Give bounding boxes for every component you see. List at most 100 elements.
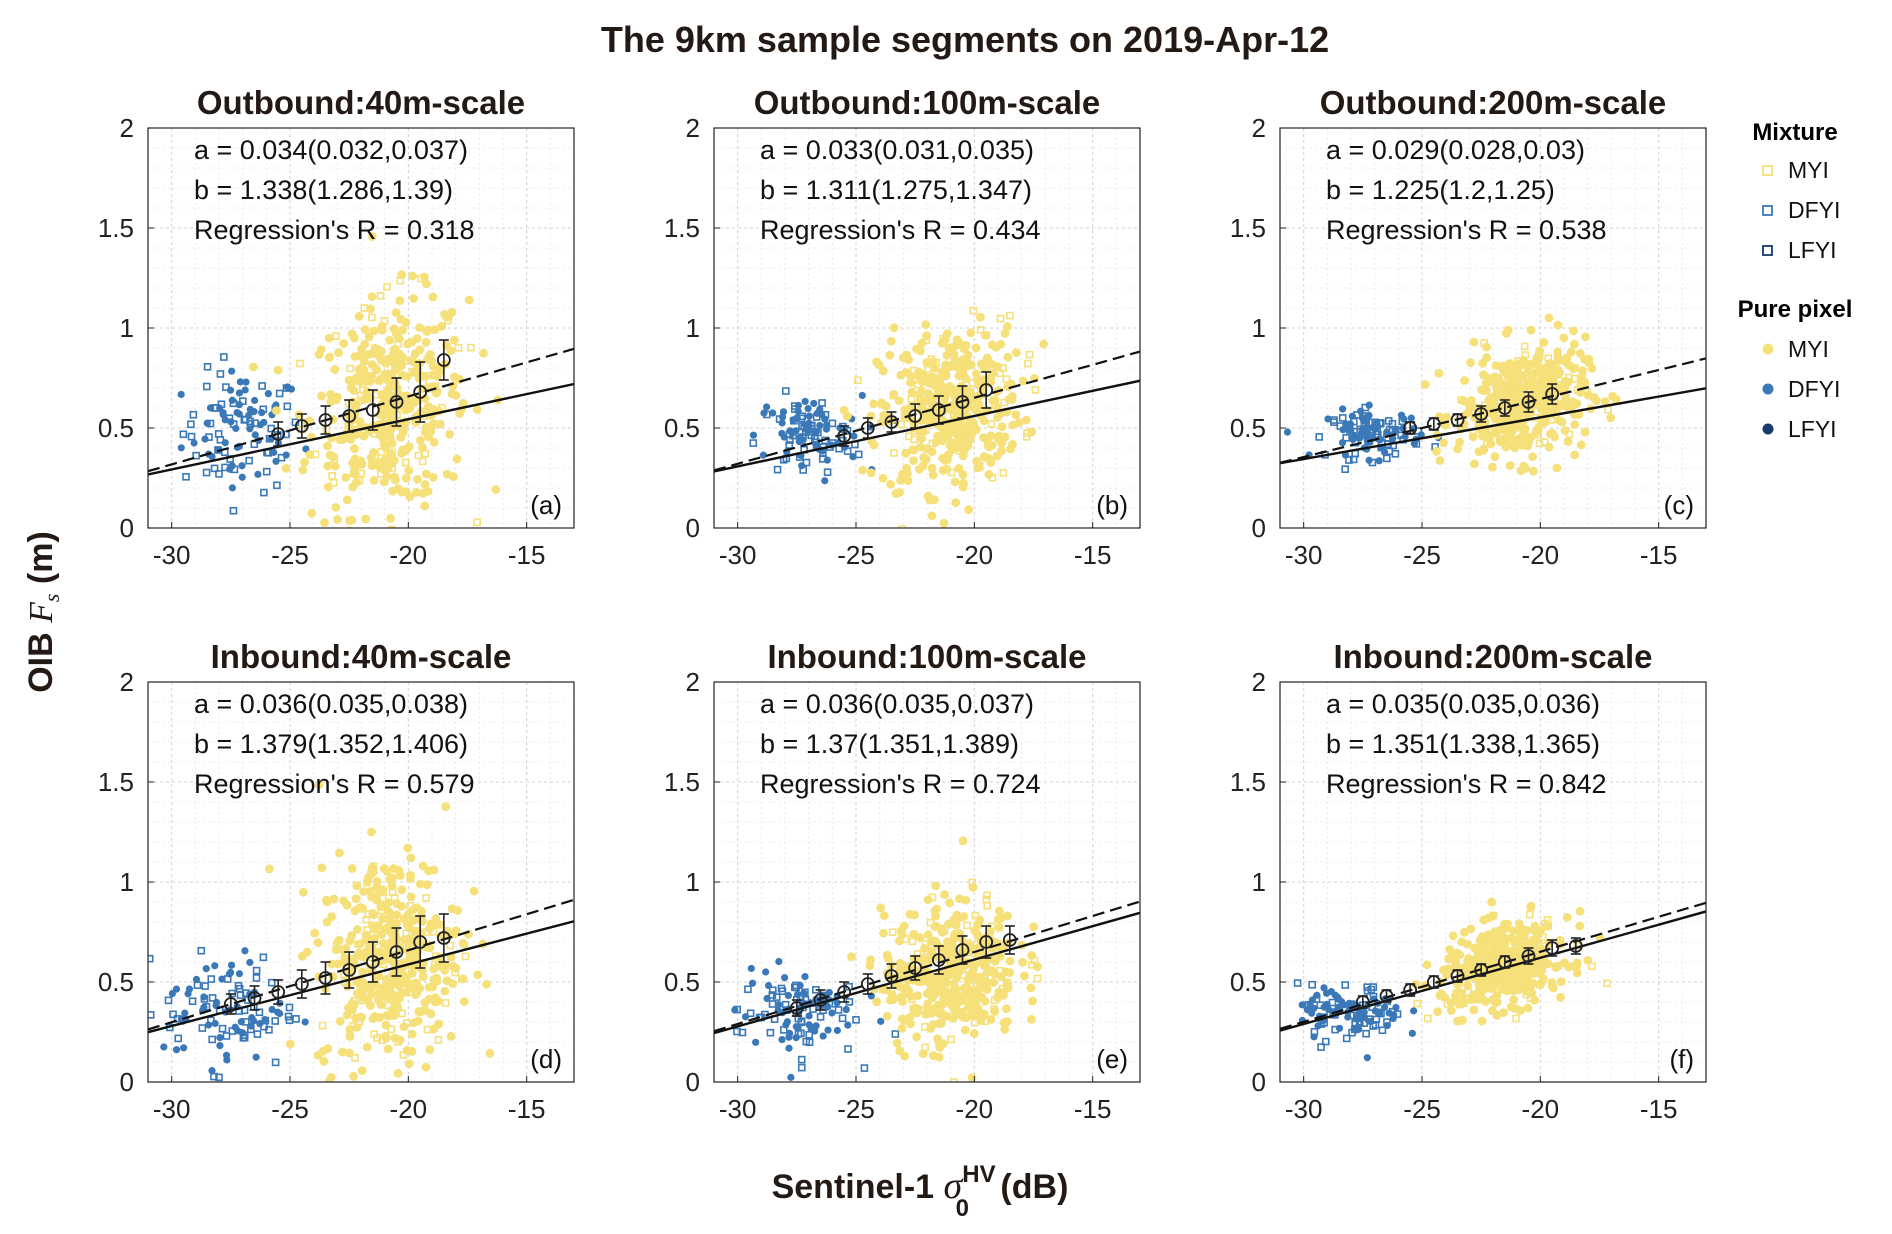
myi-pure-point xyxy=(1561,392,1571,402)
myi-mixture-point xyxy=(905,432,913,441)
dfyi-mixture-point xyxy=(782,387,790,395)
myi-pure-point xyxy=(1530,995,1540,1005)
myi-pure-point xyxy=(421,469,431,479)
myi-pure-point xyxy=(1521,463,1530,473)
myi-pure-point xyxy=(958,482,968,492)
myi-pure-point xyxy=(371,892,381,902)
myi-pure-point xyxy=(326,389,335,399)
myi-pure-point xyxy=(378,914,387,924)
myi-mixture-point xyxy=(351,1054,359,1062)
myi-mixture-point xyxy=(954,434,963,443)
myi-pure-point xyxy=(381,1020,391,1030)
myi-mixture-point xyxy=(379,960,388,969)
myi-pure-point xyxy=(401,473,411,483)
myi-pure-point xyxy=(369,475,379,485)
dfyi-pure-point xyxy=(801,973,809,981)
myi-mixture-point xyxy=(409,367,418,376)
stat-b: b = 1.379(1.352,1.406) xyxy=(194,729,468,759)
myi-pure-point xyxy=(377,325,387,335)
myi-pure-point xyxy=(410,349,420,359)
regression-line-dashed xyxy=(714,900,1140,1033)
myi-pure-point xyxy=(405,952,415,962)
myi-pure-point xyxy=(349,955,358,964)
dfyi-mixture-point xyxy=(802,458,811,467)
x-tick-label: -20 xyxy=(390,540,428,570)
myi-pure-point xyxy=(442,469,452,479)
myi-pure-point xyxy=(320,518,329,527)
dfyi-pure-point xyxy=(160,1043,168,1051)
myi-pure-point xyxy=(976,312,985,322)
dfyi-pure-point xyxy=(235,410,243,418)
myi-pure-point xyxy=(422,354,432,364)
myi-pure-point xyxy=(249,362,258,372)
myi-pure-point xyxy=(354,312,364,321)
myi-pure-point xyxy=(882,950,892,960)
myi-mixture-point xyxy=(976,326,985,334)
dfyi-pure-point xyxy=(202,965,210,973)
y-tick-label: 1.5 xyxy=(98,767,134,797)
myi-pure-point xyxy=(964,505,974,515)
bin-mean-marker xyxy=(413,935,428,949)
myi-pure-point xyxy=(1537,382,1547,392)
bin-mean-marker xyxy=(955,943,970,957)
myi-mixture-point xyxy=(1033,974,1042,983)
myi-pure-point xyxy=(967,429,977,439)
figure-title: The 9km sample segments on 2019-Apr-12 xyxy=(601,19,1329,60)
myi-pure-point xyxy=(452,454,462,464)
y-tick-label: 0.5 xyxy=(664,413,700,443)
myi-pure-point xyxy=(1003,352,1013,362)
dfyi-pure-point xyxy=(241,386,249,394)
dfyi-pure-point xyxy=(764,981,773,990)
myi-pure-point xyxy=(885,350,895,360)
myi-pure-point xyxy=(1552,463,1562,473)
dfyi-pure-point xyxy=(793,990,802,999)
myi-pure-point xyxy=(1505,461,1515,470)
myi-pure-point xyxy=(981,977,991,986)
myi-pure-point xyxy=(990,1007,1000,1016)
dfyi-mixture-point xyxy=(246,417,254,426)
dfyi-pure-point xyxy=(1334,995,1342,1003)
myi-pure-point xyxy=(459,997,469,1006)
x-tick-label: -20 xyxy=(390,1094,428,1124)
dfyi-pure-point xyxy=(775,1001,783,1009)
myi-pure-point xyxy=(979,433,988,442)
legend: Mixture Pure pixel MYI DFYI LFYI MYI DFYI LFY… xyxy=(1738,119,1853,442)
myi-pure-point xyxy=(1525,983,1535,993)
bin-mean-marker xyxy=(860,977,875,991)
dfyi-pure-point xyxy=(228,484,237,492)
bin-mean-marker xyxy=(1450,413,1465,427)
bin-mean-marker xyxy=(389,395,404,409)
myi-pure-point xyxy=(389,345,399,354)
myi-pure-point xyxy=(938,466,948,475)
legend-pure-marker xyxy=(1762,343,1774,355)
myi-pure-point xyxy=(411,488,421,497)
dfyi-mixture-point xyxy=(215,1073,223,1082)
dfyi-mixture-point xyxy=(733,1027,741,1036)
myi-pure-point xyxy=(387,873,397,883)
myi-pure-point xyxy=(472,405,482,414)
regression-lines xyxy=(1280,901,1706,1032)
myi-pure-point xyxy=(408,905,417,915)
myi-pure-point xyxy=(1446,1006,1456,1015)
myi-pure-point xyxy=(317,863,327,873)
myi-pure-point xyxy=(900,1051,910,1061)
bin-mean-marker xyxy=(1426,975,1441,989)
myi-pure-point xyxy=(426,919,436,929)
stat-b: b = 1.225(1.2,1.25) xyxy=(1326,175,1555,205)
myi-pure-point xyxy=(324,333,334,343)
dfyi-pure-point xyxy=(1407,414,1415,422)
myi-pure-point xyxy=(362,1042,372,1052)
dfyi-mixture-point xyxy=(854,450,863,459)
dfyi-mixture-point xyxy=(148,1011,155,1019)
myi-pure-point xyxy=(971,990,981,1000)
myi-pure-point xyxy=(323,461,333,471)
regression-line-solid xyxy=(1280,910,1706,1032)
dfyi-pure-point xyxy=(246,405,254,414)
myi-pure-point xyxy=(420,501,430,511)
myi-pure-point xyxy=(895,936,904,946)
chart-panel-f: -30 -25 -20 -15 0 0.5 1 1.5 2 Inbound:200m-scale a… xyxy=(1230,638,1707,1124)
dfyi-mixture-point xyxy=(222,383,230,391)
myi-pure-point xyxy=(393,1003,403,1013)
dfyi-mixture-point xyxy=(207,1016,215,1025)
